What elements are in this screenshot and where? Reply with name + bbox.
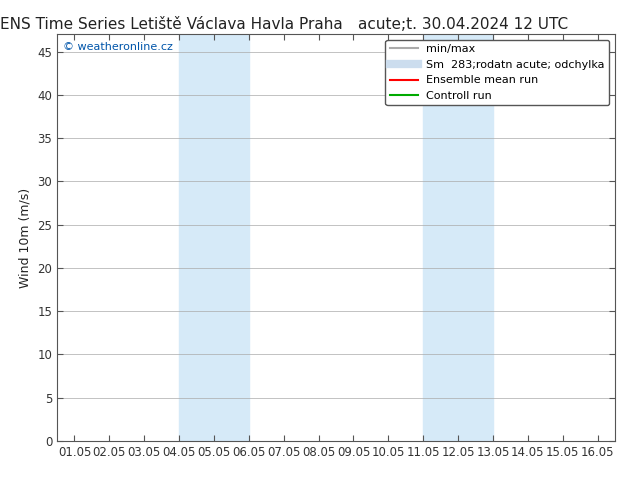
Bar: [424, 34, 493, 441]
Text: acute;t. 30.04.2024 12 UTC: acute;t. 30.04.2024 12 UTC: [358, 17, 568, 32]
Bar: [179, 34, 249, 441]
Text: ENS Time Series Letiště Václava Havla Praha: ENS Time Series Letiště Václava Havla Pr…: [0, 17, 342, 32]
Text: © weatheronline.cz: © weatheronline.cz: [63, 43, 172, 52]
Legend: min/max, Sm  283;rodatn acute; odchylka, Ensemble mean run, Controll run: min/max, Sm 283;rodatn acute; odchylka, …: [385, 40, 609, 105]
Y-axis label: Wind 10m (m/s): Wind 10m (m/s): [19, 188, 32, 288]
